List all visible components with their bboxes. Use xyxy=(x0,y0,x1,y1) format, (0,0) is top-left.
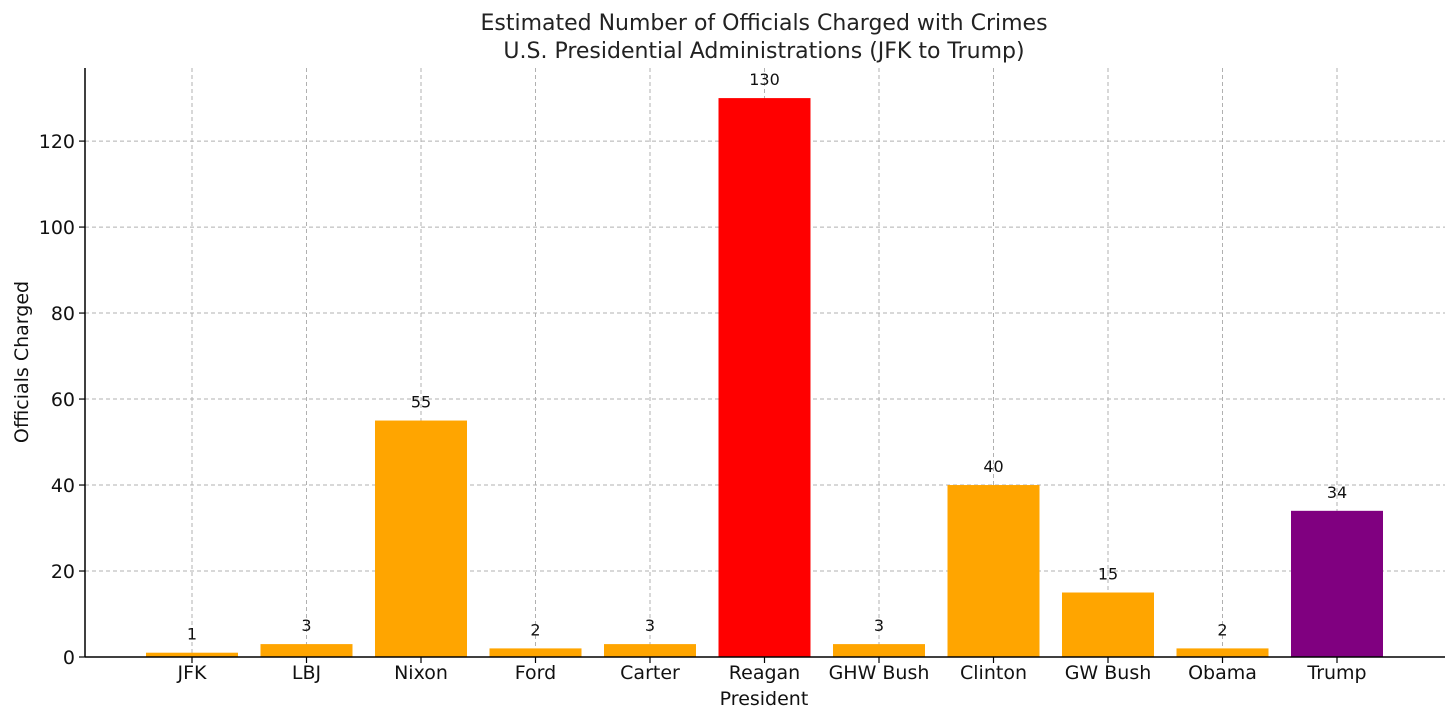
chart-title: Estimated Number of Officials Charged wi… xyxy=(480,11,1047,36)
y-tick-label: 100 xyxy=(39,217,75,239)
y-tick-label: 20 xyxy=(51,561,75,583)
value-label: 3 xyxy=(874,616,884,635)
x-tick-label: Trump xyxy=(1306,662,1366,684)
x-tick-label: GW Bush xyxy=(1065,662,1152,684)
y-tick-label: 120 xyxy=(39,131,75,153)
bar-ford xyxy=(489,648,582,657)
x-tick-label: Clinton xyxy=(960,662,1027,684)
value-label: 1 xyxy=(187,625,197,644)
bar-obama xyxy=(1176,648,1269,657)
x-tick-label: Carter xyxy=(620,662,680,684)
y-axis-ticks: 0 20 40 60 80 100 120 xyxy=(39,131,85,669)
chart-subtitle: U.S. Presidential Administrations (JFK t… xyxy=(503,39,1024,64)
x-tick-label: Reagan xyxy=(729,662,800,684)
x-tick-label: GHW Bush xyxy=(829,662,930,684)
value-label: 34 xyxy=(1327,483,1347,502)
value-label: 3 xyxy=(301,616,311,635)
bar-trump xyxy=(1291,510,1383,657)
x-axis-ticks: JFK LBJ Nixon Ford Carter Reagan GHW Bush Clint… xyxy=(177,657,1367,684)
x-tick-label: Nixon xyxy=(394,662,448,684)
bars xyxy=(146,98,1383,657)
x-tick-label: JFK xyxy=(177,662,208,684)
value-label: 130 xyxy=(749,70,780,89)
x-tick-label: LBJ xyxy=(292,662,321,684)
value-label: 40 xyxy=(983,457,1003,476)
y-tick-label: 0 xyxy=(63,647,75,669)
value-label: 3 xyxy=(645,616,655,635)
value-label: 2 xyxy=(1217,620,1227,639)
y-tick-label: 60 xyxy=(51,389,75,411)
data-labels: 1 3 55 2 3 130 3 40 15 2 34 xyxy=(187,70,1347,644)
y-axis-label: Officials Charged xyxy=(11,281,33,443)
value-label: 15 xyxy=(1098,565,1118,584)
value-label: 55 xyxy=(411,393,431,412)
x-tick-label: Ford xyxy=(515,662,556,684)
bar-clinton xyxy=(947,485,1040,657)
value-label: 2 xyxy=(530,620,540,639)
y-tick-label: 80 xyxy=(51,303,75,325)
bar-nixon xyxy=(375,420,467,657)
x-tick-label: Obama xyxy=(1188,662,1257,684)
bar-jfk xyxy=(146,652,238,657)
bar-gw-bush xyxy=(1062,592,1154,657)
bar-lbj xyxy=(260,644,353,657)
x-axis-label: President xyxy=(720,688,809,710)
bar-reagan xyxy=(718,98,811,657)
y-tick-label: 40 xyxy=(51,475,75,497)
bar-ghw-bush xyxy=(833,644,925,657)
bar-carter xyxy=(604,644,696,657)
